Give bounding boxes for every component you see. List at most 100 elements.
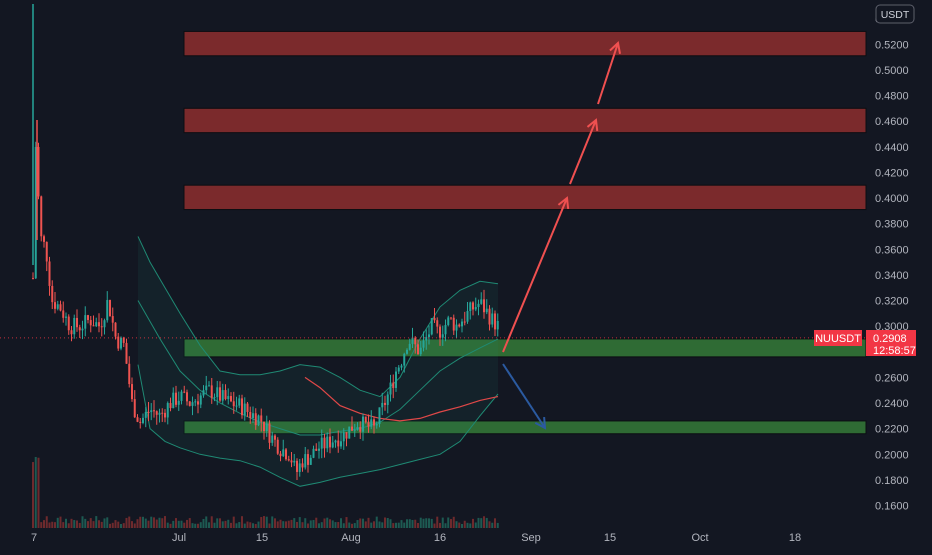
candle-body — [474, 307, 477, 310]
support-zone — [183, 338, 867, 358]
volume-bar — [89, 518, 92, 528]
candle-body — [326, 436, 329, 449]
candle-body — [37, 146, 40, 197]
volume-bar — [290, 519, 293, 528]
volume-bar — [351, 523, 353, 528]
candle-body — [397, 367, 400, 372]
volume-bar — [474, 522, 477, 528]
candle-body — [114, 322, 117, 337]
candle-body — [455, 324, 458, 331]
volume-bar — [408, 519, 411, 528]
volume-bar — [210, 516, 213, 528]
candle-body — [386, 394, 389, 405]
candle-body — [208, 385, 210, 387]
projection-arrow-up-head — [609, 41, 621, 54]
candle-body — [282, 449, 285, 457]
volume-bar — [117, 521, 120, 528]
volume-bar — [477, 517, 480, 528]
volume-bar — [469, 523, 472, 528]
volume-bar — [304, 518, 307, 528]
resistance-zone — [183, 107, 867, 134]
candle-body — [351, 426, 353, 431]
candle-body — [241, 398, 243, 416]
candle-body — [70, 330, 73, 335]
candle-body — [92, 325, 95, 327]
candle-body — [373, 419, 375, 426]
x-axis[interactable]: 7 Jul 15 Aug 16 Sep 15 Oct 18 — [31, 532, 801, 544]
candle-body — [320, 437, 323, 449]
candle-body — [34, 146, 37, 279]
volume-bar — [359, 518, 362, 528]
candle-body — [461, 321, 463, 327]
candle-body — [271, 435, 274, 443]
candle-body — [216, 387, 219, 398]
volume-bar — [188, 518, 191, 528]
candle-body — [329, 436, 331, 448]
candle-body — [265, 423, 268, 432]
candles-layer — [32, 4, 499, 480]
candle-body — [290, 460, 293, 463]
candle-body — [274, 435, 276, 440]
volume-bar — [48, 522, 51, 528]
candle-body — [367, 422, 370, 427]
candle-body — [40, 196, 43, 237]
volume-bar — [109, 523, 111, 528]
candle-body — [59, 304, 62, 311]
volume-bar — [150, 516, 153, 528]
volume-bar — [452, 516, 455, 528]
volume-bar — [279, 519, 282, 528]
candle-body — [54, 302, 56, 309]
candle-body — [342, 432, 345, 442]
volume-bar — [375, 516, 378, 528]
volume-bar — [120, 523, 122, 528]
y-tick-label: 0.3800 — [875, 219, 909, 231]
candle-body — [84, 315, 87, 329]
candle-body — [56, 304, 59, 309]
volume-bar — [381, 522, 384, 528]
candle-body — [375, 424, 378, 426]
volume-layer — [32, 456, 499, 528]
candle-body — [98, 322, 100, 327]
candle-body — [153, 410, 155, 412]
x-tick-label: Jul — [172, 532, 186, 544]
volume-bar — [34, 456, 37, 528]
volume-bar — [161, 518, 164, 528]
candle-body — [122, 337, 125, 343]
candle-body — [48, 261, 51, 286]
candle-body — [268, 423, 271, 443]
volume-bar — [95, 516, 98, 528]
candle-body — [485, 308, 488, 313]
volume-bar — [40, 522, 43, 528]
volume-bar — [301, 522, 304, 528]
candle-body — [422, 340, 425, 348]
y-tick-label: 0.3400 — [875, 270, 909, 282]
candle-body — [235, 405, 238, 407]
candle-body — [304, 454, 307, 468]
candle-body — [246, 403, 249, 412]
volume-bar — [285, 521, 287, 528]
volume-bar — [320, 522, 323, 528]
candle-body — [120, 337, 122, 349]
candle-body — [191, 402, 194, 406]
candle-body — [411, 337, 414, 344]
candle-body — [172, 392, 175, 409]
volume-bar — [362, 518, 364, 528]
volume-bar — [249, 522, 252, 528]
volume-bar — [219, 518, 221, 528]
volume-bar — [51, 521, 54, 528]
volume-bar — [197, 523, 199, 528]
volume-bar — [147, 520, 150, 528]
candle-body — [428, 334, 430, 338]
candle-body — [340, 441, 342, 447]
candle-body — [177, 400, 180, 405]
volume-bar — [461, 523, 463, 528]
y-axis[interactable]: 0.16000.18000.20000.22000.24000.26000.28… — [875, 4, 915, 513]
volume-bar — [232, 516, 235, 528]
candle-body — [444, 325, 447, 335]
candle-body — [276, 439, 279, 454]
candle-body — [395, 371, 397, 388]
volume-bar — [331, 520, 334, 528]
volume-bar — [276, 521, 279, 528]
